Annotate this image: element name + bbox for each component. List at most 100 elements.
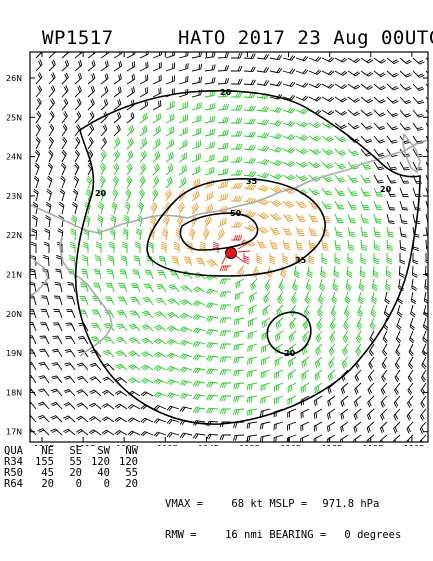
wind-barb bbox=[287, 356, 297, 368]
wind-barb bbox=[153, 365, 167, 372]
wind-barb bbox=[231, 221, 243, 228]
wind-barb bbox=[126, 61, 136, 72]
wind-barb bbox=[287, 408, 297, 418]
wind-barb bbox=[367, 395, 375, 408]
wind-barb bbox=[139, 150, 147, 163]
table-row: R64 20 0 0 20 bbox=[4, 478, 138, 490]
table-cell: 155 bbox=[35, 456, 54, 468]
wind-barb bbox=[37, 414, 50, 423]
wind-barb bbox=[157, 270, 167, 280]
wind-barb bbox=[334, 57, 348, 63]
wind-barb bbox=[367, 382, 375, 395]
wind-barb bbox=[313, 421, 323, 432]
wind-barb bbox=[126, 86, 135, 98]
contour-label: 20 bbox=[284, 349, 296, 358]
wind-barb bbox=[63, 415, 76, 423]
wind-barb bbox=[360, 57, 374, 64]
wind-barb bbox=[243, 183, 257, 191]
wind-barb bbox=[373, 239, 381, 251]
wind-barb bbox=[192, 354, 206, 361]
wind-barb bbox=[360, 213, 369, 224]
table-cell: 20 bbox=[125, 478, 138, 490]
wind-barb bbox=[104, 296, 115, 306]
wind-barb bbox=[247, 343, 258, 352]
wind-barb bbox=[381, 356, 388, 370]
wind-barb bbox=[100, 137, 107, 150]
wind-barb bbox=[373, 109, 386, 117]
wind-barb bbox=[370, 304, 377, 318]
wind-barb bbox=[347, 57, 361, 63]
wind-barb bbox=[179, 313, 193, 320]
wind-barb bbox=[368, 356, 375, 370]
wind-barb bbox=[399, 161, 410, 171]
wind-barb bbox=[204, 77, 216, 85]
wind-barb bbox=[410, 304, 416, 318]
wind-barb bbox=[371, 291, 378, 305]
wind-barb bbox=[249, 291, 258, 303]
wind-barb bbox=[87, 72, 96, 85]
wind-barb bbox=[69, 241, 76, 253]
wind-barb bbox=[393, 395, 401, 408]
wind-barb bbox=[321, 200, 332, 210]
wind-barb bbox=[126, 124, 135, 137]
wind-barb bbox=[295, 148, 309, 155]
wind-barb bbox=[399, 226, 407, 238]
wind-barb bbox=[217, 217, 227, 228]
wind-barb bbox=[113, 86, 122, 98]
wind-barb bbox=[48, 72, 56, 85]
wind-barb bbox=[30, 241, 37, 253]
radii-header-row: QUA NE SE SW NW bbox=[4, 446, 138, 457]
wind-barb bbox=[425, 109, 428, 114]
wind-barb bbox=[386, 96, 399, 104]
wind-barb bbox=[334, 109, 348, 116]
wind-barb bbox=[74, 162, 80, 176]
bearing-value: 0 degrees bbox=[344, 529, 402, 541]
wind-barb bbox=[256, 172, 270, 179]
wind-barb bbox=[282, 120, 296, 127]
wind-barb bbox=[126, 52, 136, 59]
wind-barb bbox=[256, 239, 267, 249]
wind-barb bbox=[66, 295, 76, 306]
wind-barb bbox=[31, 215, 38, 228]
wind-barbs bbox=[30, 52, 428, 442]
wind-barb bbox=[126, 137, 134, 150]
wind-barb bbox=[342, 343, 349, 357]
wind-barb bbox=[233, 395, 245, 403]
wind-barb bbox=[101, 403, 115, 410]
wind-barb bbox=[195, 257, 206, 267]
wind-barb bbox=[256, 145, 270, 152]
wind-barb bbox=[340, 408, 349, 420]
wind-barb bbox=[93, 282, 102, 293]
wind-barb bbox=[191, 76, 203, 85]
wind-barb bbox=[77, 349, 89, 358]
wind-barb bbox=[127, 430, 141, 436]
wind-barb bbox=[60, 162, 67, 176]
wind-barb bbox=[139, 125, 148, 137]
wind-barb bbox=[262, 304, 271, 316]
wind-barb bbox=[191, 102, 202, 111]
wind-barb bbox=[301, 356, 310, 368]
wind-barb bbox=[205, 274, 219, 281]
wind-barb bbox=[373, 226, 381, 238]
wind-barb bbox=[58, 201, 65, 215]
wind-barb bbox=[373, 70, 386, 77]
table-cell: 20 bbox=[69, 467, 82, 479]
wind-barb bbox=[156, 283, 167, 293]
wind-barb bbox=[204, 103, 216, 111]
longitude-label: 115E bbox=[240, 444, 260, 446]
wind-barb bbox=[48, 59, 56, 72]
wind-barb bbox=[334, 200, 345, 210]
wind-barb bbox=[303, 304, 310, 318]
wind-barb bbox=[169, 270, 180, 280]
wind-barb bbox=[334, 253, 341, 265]
wind-barb bbox=[89, 389, 102, 397]
wind-barb bbox=[63, 402, 76, 410]
wind-barb bbox=[243, 157, 256, 164]
wind-barb bbox=[141, 337, 154, 345]
wind-barb bbox=[61, 123, 68, 137]
wind-barb bbox=[421, 343, 428, 357]
wind-barb bbox=[131, 283, 141, 293]
wind-barb bbox=[86, 175, 93, 189]
wind-barb bbox=[360, 122, 373, 130]
wind-barb bbox=[155, 297, 167, 306]
